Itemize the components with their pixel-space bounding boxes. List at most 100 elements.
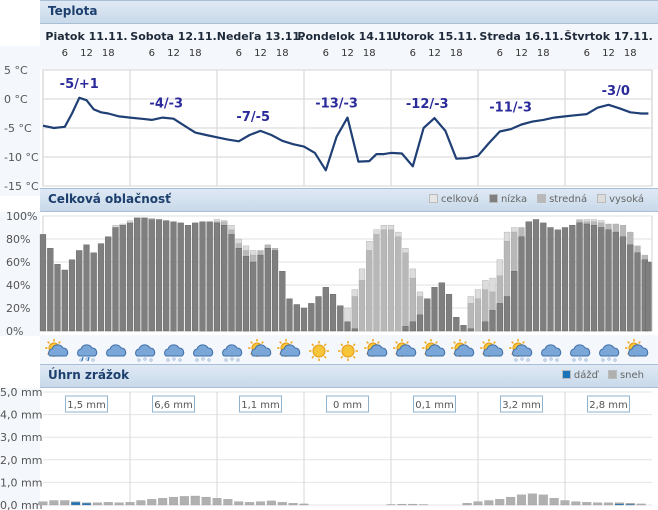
snow-bar xyxy=(190,495,200,506)
sun-ray xyxy=(339,355,343,359)
temp-minmax-label: -3/0 xyxy=(602,84,630,99)
weather-icon-cell xyxy=(219,339,245,363)
snowflake xyxy=(143,357,147,361)
cloud-snow-icon xyxy=(163,344,184,362)
sun-ray xyxy=(376,341,380,344)
cloud-bar-low xyxy=(409,321,416,332)
precip-tick-label: 2,0 mm xyxy=(0,454,42,467)
cloud-shape xyxy=(395,344,416,357)
legend-label: sneh xyxy=(619,370,644,381)
snow-bar xyxy=(582,502,592,506)
hour-label: 12 xyxy=(80,48,93,59)
cloud-shape xyxy=(627,344,648,357)
legend-entry: stredná xyxy=(537,194,587,205)
cloud-bar-low xyxy=(424,298,431,332)
snowflake xyxy=(137,358,141,362)
snow-bar xyxy=(549,498,559,506)
snowflake xyxy=(554,358,558,362)
snow-bar xyxy=(299,503,309,506)
cloud-bar-low xyxy=(271,250,279,332)
snow-bar xyxy=(408,503,418,506)
snowflake xyxy=(224,358,228,362)
snow-bar xyxy=(473,501,483,506)
daily-total-label: 3,2 mm xyxy=(502,400,541,411)
cloud-bar-low xyxy=(467,328,474,332)
snow-bar xyxy=(147,499,157,506)
cloud-bar-low xyxy=(257,254,264,332)
snow-bar xyxy=(234,501,244,506)
weather-icon-cell xyxy=(306,339,332,363)
sun-disc xyxy=(341,344,354,358)
cloud-bar-low xyxy=(547,227,554,332)
precip-title: Úhrn zrážok xyxy=(48,368,130,382)
cloud-shape xyxy=(192,344,213,357)
legend-swatch xyxy=(488,194,498,203)
daily-total-label: 0 mm xyxy=(333,400,362,411)
snow-bar xyxy=(560,500,570,506)
cloud-bar-low xyxy=(583,223,590,332)
snowflake xyxy=(201,357,205,361)
hour-label: 6 xyxy=(409,48,416,59)
snow-bar xyxy=(538,494,548,506)
daily-total-box xyxy=(152,395,195,413)
cloud-bar-low xyxy=(329,293,337,332)
temperature-chart: 5 °C 0 °C -5 °C -10 °C -15 °C -5/+1 -4/-3 -7/-5… xyxy=(0,46,653,196)
cloud-snow-icon xyxy=(598,344,619,362)
cloud-bar-mid xyxy=(373,234,380,332)
cloud-bar-mid xyxy=(402,252,409,332)
snow-bar xyxy=(506,496,516,506)
snowflake xyxy=(601,358,605,362)
cloud-bar-low xyxy=(612,231,619,332)
weather-icon-cell xyxy=(276,339,303,363)
daily-total-box xyxy=(587,395,630,413)
cloud-bar-mid xyxy=(358,280,366,332)
weather-icon-cell xyxy=(161,339,187,363)
cloud-rain-snow-icon xyxy=(76,344,97,362)
cloud-bar-low xyxy=(561,227,569,332)
cloud-bar-low xyxy=(119,224,126,332)
temp-minmax-label: -4/-3 xyxy=(149,97,183,112)
cloud-bar-mid xyxy=(380,229,387,332)
sun-ray xyxy=(434,341,438,344)
cloud-bar-low xyxy=(525,221,532,332)
hour-label: 18 xyxy=(362,48,376,59)
cloud-bar-low xyxy=(605,229,612,332)
sun-ray xyxy=(46,341,50,344)
cloud-bar-low xyxy=(76,250,83,332)
temp-minmax-label: -13/-3 xyxy=(315,97,358,112)
cloud-tick-label: 0% xyxy=(6,325,23,336)
weather-icon-cell xyxy=(450,339,477,363)
weather-icon-cell xyxy=(508,339,535,363)
snow-bar xyxy=(201,496,211,506)
cloud-bar-low xyxy=(47,248,54,332)
sun-ray xyxy=(352,355,356,359)
sun-ray xyxy=(352,343,356,347)
weather-icon-cell xyxy=(247,339,274,363)
cloud-bar-low xyxy=(213,222,221,332)
cloud-shape xyxy=(250,344,271,357)
cloud-snow-icon xyxy=(540,344,561,362)
cloud-shape xyxy=(540,344,561,357)
snow-bar xyxy=(516,494,526,506)
precip-legend: dážď sneh xyxy=(552,370,644,381)
snowflake xyxy=(195,358,199,362)
cloud-bar-low xyxy=(83,244,90,332)
cloud-tick-label: 80% xyxy=(6,233,30,246)
cloud-bar-low xyxy=(344,321,351,332)
hour-label: 6 xyxy=(235,48,242,59)
cloud-bar-low xyxy=(431,287,438,332)
snowflake xyxy=(166,358,170,362)
cloud-snow-icon xyxy=(192,344,213,362)
cloud-shape xyxy=(134,344,155,357)
cloud-icon xyxy=(105,344,126,357)
cloud-snow-icon xyxy=(134,344,155,362)
cloud-bar-low xyxy=(264,248,271,332)
precip-tick-label: 1,0 mm xyxy=(0,476,42,489)
partly-cloudy-icon xyxy=(624,339,648,357)
cloud-bar-low xyxy=(460,325,467,332)
snow-bar xyxy=(288,503,298,506)
cloud-bar-low xyxy=(315,296,322,332)
snowflake xyxy=(525,358,529,362)
weather-icon-cell xyxy=(103,339,129,363)
